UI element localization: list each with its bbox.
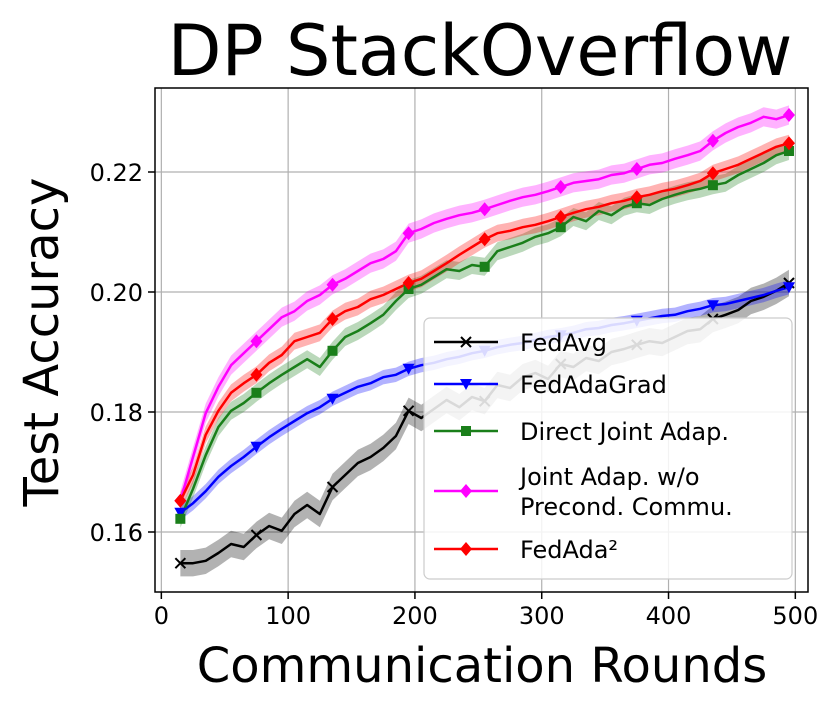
legend-label-2: Direct Joint Adap.: [520, 418, 729, 446]
legend-label-3: Joint Adap. w/o Precond. Commu.: [518, 463, 733, 521]
legend-label-0: FedAvg: [520, 329, 607, 357]
series-point-0: [174, 557, 187, 569]
series-markers: [174, 108, 795, 569]
series-point-4: [174, 493, 187, 508]
series-point-2: [555, 222, 566, 233]
series-point-3: [250, 334, 263, 349]
legend-marker-1: [460, 379, 472, 390]
chart-title: DP StackOverflow: [168, 10, 793, 92]
series-point-4: [554, 210, 567, 224]
series-point-0: [326, 481, 339, 493]
series-point-1: [326, 393, 339, 405]
legend-marker-3: [460, 484, 472, 498]
series-point-1: [782, 282, 795, 294]
series-point-1: [402, 363, 415, 375]
plot-frame: [154, 87, 809, 593]
legend-marker-4: [460, 542, 472, 556]
series-point-3: [402, 226, 415, 241]
legend-marker-0: [460, 336, 472, 348]
series-band-4: [180, 134, 789, 510]
series-point-4: [630, 190, 643, 205]
x-tick-label: 100: [265, 602, 311, 630]
series-point-2: [251, 387, 262, 398]
x-tick-label: 300: [519, 602, 565, 630]
series-point-4: [250, 367, 263, 382]
y-tick-label: 0.20: [90, 279, 143, 307]
series-point-0: [402, 405, 415, 417]
series-point-3: [782, 108, 795, 122]
x-axis: 0 100 200 300 400 500: [154, 592, 818, 630]
series-point-2: [707, 180, 718, 191]
series-point-3: [630, 162, 643, 176]
legend-label-1: FedAdaGrad: [520, 371, 667, 399]
x-tick-label: 400: [646, 602, 692, 630]
series-point-2: [327, 345, 338, 356]
series-point-1: [250, 441, 263, 453]
series-point-4: [326, 312, 339, 326]
series-point-3: [554, 180, 567, 194]
series-point-4: [706, 166, 719, 181]
legend: FedAvg FedAdaGrad Direct Joint Adap. Joint …: [423, 317, 793, 580]
y-tick-label: 0.18: [90, 399, 143, 427]
x-tick-label: 0: [154, 602, 169, 630]
series-point-2: [175, 513, 186, 524]
y-tick-label: 0.22: [90, 159, 143, 187]
series-band-3: [180, 105, 789, 511]
series-point-3: [706, 133, 719, 148]
x-tick-label: 500: [772, 602, 818, 630]
series-point-1: [174, 507, 187, 519]
series-point-1: [706, 300, 719, 312]
series-point-4: [478, 232, 491, 247]
y-axis: 0.16 0.18 0.20 0.22: [90, 159, 155, 547]
legend-label-4: FedAda²: [520, 536, 618, 564]
series-point-3: [478, 202, 491, 217]
series-point-4: [402, 276, 415, 290]
series-point-0: [250, 529, 263, 541]
series-point-2: [783, 146, 794, 156]
x-axis-label: Communication Rounds: [197, 638, 767, 694]
series-point-4: [782, 136, 795, 151]
legend-box: [423, 317, 793, 580]
series-point-3: [326, 277, 339, 292]
y-axis-label: Test Accuracy: [14, 178, 70, 508]
legend-marker-2: [461, 426, 471, 436]
series-point-2: [479, 261, 490, 272]
y-tick-label: 0.16: [90, 519, 143, 547]
x-tick-label: 200: [392, 602, 438, 630]
